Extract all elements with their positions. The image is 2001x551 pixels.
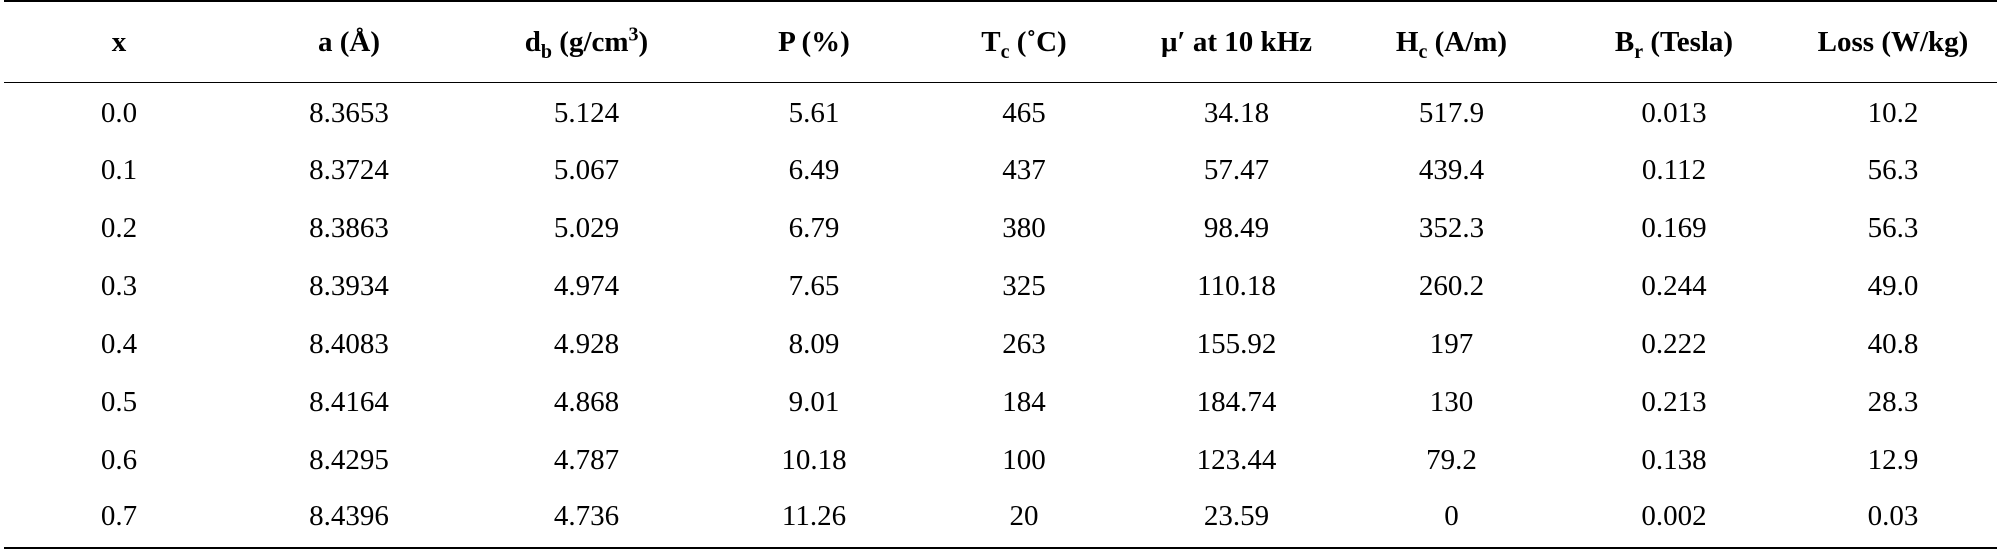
table-cell-p: 5.61 xyxy=(788,96,840,129)
table-body: 0.0 8.3653 5.124 5.61 465 34.18 517.9 0.013 10.2… xyxy=(4,83,1997,548)
data-table: x a (Å) db (g/cm3) P (%) Tc (˚C) μ′ at 1… xyxy=(4,0,1997,549)
table-cell-loss: 10.2 xyxy=(1867,96,1919,129)
table-cell-mu: 23.59 xyxy=(1203,500,1270,532)
table-row: 0.7 8.4396 4.736 11.26 20 23.59 0 0.002 0.03 xyxy=(4,489,1997,548)
table-cell-db: 4.974 xyxy=(553,269,620,302)
table-cell-tc: 325 xyxy=(1002,269,1046,302)
table-cell-br: 0.002 xyxy=(1641,500,1707,532)
table-cell-mu: 98.49 xyxy=(1203,211,1270,244)
table-cell-tc: 437 xyxy=(1002,153,1046,186)
table-cell-a: 8.3724 xyxy=(309,153,389,186)
table-row: 0.1 8.3724 5.067 6.49 437 57.47 439.4 0.112 56.3 xyxy=(4,141,1997,199)
table-cell-loss: 12.9 xyxy=(1867,443,1919,476)
table-cell-x: 0.7 xyxy=(100,500,138,532)
column-header-a: a (Å) xyxy=(317,25,380,58)
table-cell-mu: 34.18 xyxy=(1203,96,1270,129)
table-row: 0.2 8.3863 5.029 6.79 380 98.49 352.3 0.169 56.3 xyxy=(4,199,1997,257)
table-cell-tc: 100 xyxy=(1002,443,1046,476)
column-header-tc: Tc (˚C) xyxy=(981,25,1067,63)
table-cell-a: 8.3653 xyxy=(309,96,389,129)
table-cell-x: 0.1 xyxy=(100,153,138,186)
table-cell-br: 0.244 xyxy=(1641,269,1707,302)
table-cell-x: 0.2 xyxy=(100,211,138,244)
table-cell-tc: 380 xyxy=(1002,211,1046,244)
table-cell-x: 0.4 xyxy=(100,327,138,360)
table-row: 0.4 8.4083 4.928 8.09 263 155.92 197 0.222 40.8 xyxy=(4,315,1997,373)
column-header-br: Br (Tesla) xyxy=(1614,25,1734,63)
table-cell-br: 0.013 xyxy=(1641,96,1707,129)
table-cell-mu: 123.44 xyxy=(1196,443,1277,476)
table-cell-loss: 56.3 xyxy=(1867,153,1919,186)
table-cell-hc: 517.9 xyxy=(1418,96,1485,129)
table-row: 0.0 8.3653 5.124 5.61 465 34.18 517.9 0.013 10.2 xyxy=(4,83,1997,142)
table-cell-db: 4.736 xyxy=(553,500,620,532)
table-cell-br: 0.169 xyxy=(1641,211,1707,244)
table-cell-db: 4.868 xyxy=(553,385,620,418)
table-cell-hc: 79.2 xyxy=(1426,443,1477,476)
header-row: x a (Å) db (g/cm3) P (%) Tc (˚C) μ′ at 1… xyxy=(4,1,1997,83)
table-cell-hc: 0 xyxy=(1444,500,1459,532)
table-cell-p: 8.09 xyxy=(788,327,840,360)
table-cell-a: 8.3934 xyxy=(309,269,389,302)
table-cell-hc: 130 xyxy=(1429,385,1474,418)
table-cell-hc: 439.4 xyxy=(1418,153,1485,186)
table-cell-hc: 197 xyxy=(1429,327,1474,360)
table-cell-a: 8.4396 xyxy=(309,500,389,532)
table-cell-p: 6.79 xyxy=(788,211,840,244)
table-cell-a: 8.4164 xyxy=(309,385,389,418)
table-cell-loss: 49.0 xyxy=(1867,269,1919,302)
column-header-p: P (%) xyxy=(778,25,850,58)
table-cell-x: 0.6 xyxy=(100,443,138,476)
table-cell-mu: 155.92 xyxy=(1196,327,1277,360)
table-cell-x: 0.0 xyxy=(100,96,138,129)
table-cell-p: 11.26 xyxy=(781,500,847,532)
table-cell-hc: 260.2 xyxy=(1418,269,1485,302)
table-cell-db: 4.928 xyxy=(553,327,620,360)
table-cell-loss: 0.03 xyxy=(1867,500,1919,532)
table-cell-hc: 352.3 xyxy=(1418,211,1485,244)
table-cell-loss: 56.3 xyxy=(1867,211,1919,244)
table-cell-tc: 263 xyxy=(1002,327,1046,360)
table-cell-a: 8.4083 xyxy=(309,327,389,360)
table-cell-tc: 184 xyxy=(1002,385,1046,418)
column-header-hc: Hc (A/m) xyxy=(1395,25,1508,63)
table-cell-p: 10.18 xyxy=(781,443,847,476)
table-cell-p: 9.01 xyxy=(788,385,840,418)
column-header-x: x xyxy=(111,25,127,58)
column-header-db: db (g/cm3) xyxy=(524,22,649,63)
table-cell-loss: 28.3 xyxy=(1867,385,1919,418)
table-cell-p: 7.65 xyxy=(788,269,840,302)
column-header-mu: μ′ at 10 kHz xyxy=(1160,25,1313,58)
table-cell-x: 0.5 xyxy=(100,385,138,418)
table-cell-x: 0.3 xyxy=(100,269,138,302)
table-cell-br: 0.138 xyxy=(1641,443,1707,476)
table-row: 0.6 8.4295 4.787 10.18 100 123.44 79.2 0.138 12.… xyxy=(4,431,1997,489)
table-row: 0.3 8.3934 4.974 7.65 325 110.18 260.2 0.244 49.… xyxy=(4,257,1997,315)
column-header-loss: Loss (W/kg) xyxy=(1817,25,1969,58)
table-cell-br: 0.213 xyxy=(1641,385,1707,418)
table-cell-p: 6.49 xyxy=(788,153,840,186)
table-cell-db: 4.787 xyxy=(553,443,620,476)
table-cell-db: 5.124 xyxy=(553,96,620,129)
table-cell-tc: 20 xyxy=(1009,500,1039,532)
table-cell-db: 5.029 xyxy=(553,211,620,244)
table-cell-loss: 40.8 xyxy=(1867,327,1919,360)
table-cell-br: 0.222 xyxy=(1641,327,1707,360)
table-cell-a: 8.4295 xyxy=(309,443,389,476)
table-row: 0.5 8.4164 4.868 9.01 184 184.74 130 0.213 28.3 xyxy=(4,373,1997,431)
table-cell-tc: 465 xyxy=(1002,96,1046,129)
table-cell-a: 8.3863 xyxy=(309,211,389,244)
table-cell-mu: 110.18 xyxy=(1197,269,1276,302)
table-cell-br: 0.112 xyxy=(1641,153,1707,186)
table-cell-db: 5.067 xyxy=(553,153,620,186)
table-cell-mu: 57.47 xyxy=(1203,153,1270,186)
table-cell-mu: 184.74 xyxy=(1196,385,1277,418)
